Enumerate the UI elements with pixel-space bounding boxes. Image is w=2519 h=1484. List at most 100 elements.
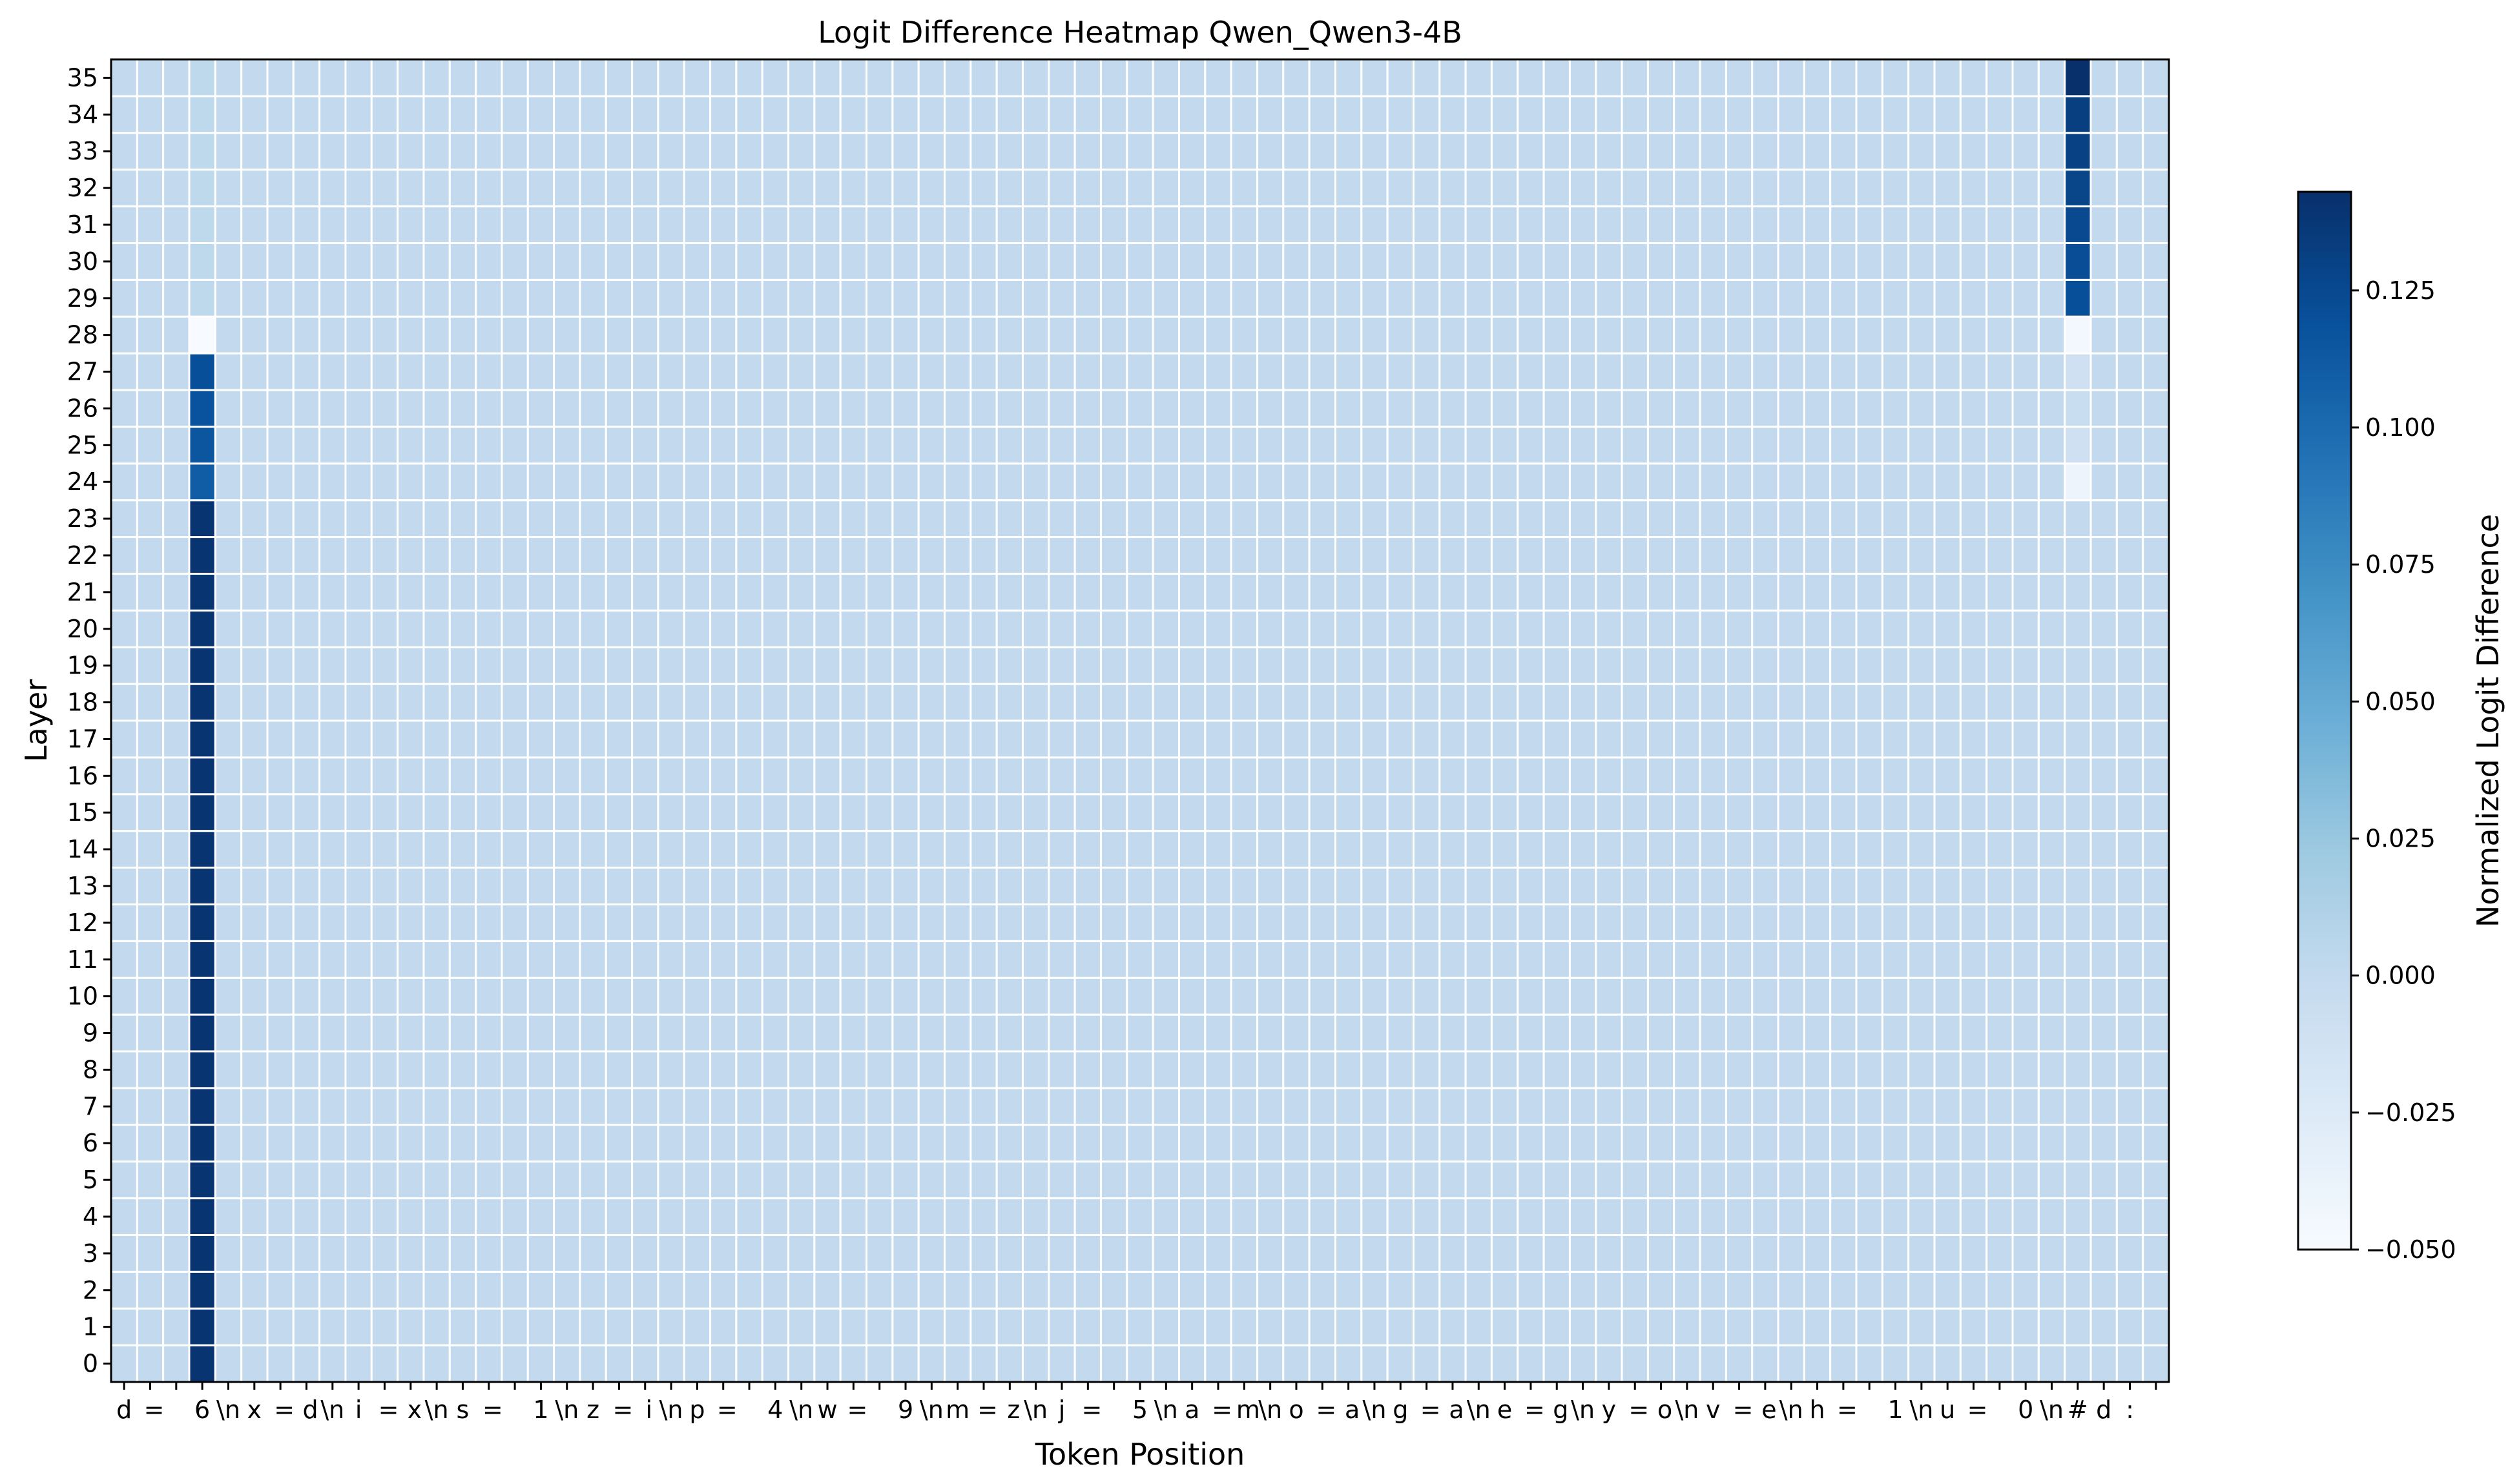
- heatmap-cell: [1256, 1307, 1285, 1346]
- heatmap-cell: [1412, 169, 1441, 208]
- heatmap-cell: [1568, 58, 1597, 98]
- heatmap-cell: [1360, 1013, 1389, 1053]
- heatmap-cell: [110, 278, 138, 318]
- heatmap-cell: [813, 536, 842, 575]
- heatmap-cell: [631, 205, 659, 244]
- heatmap-cell: [683, 426, 712, 465]
- heatmap-cell: [1542, 278, 1571, 318]
- heatmap-cell: [1100, 572, 1128, 612]
- heatmap-cell: [1334, 1087, 1363, 1126]
- heatmap-cell: [579, 1197, 607, 1236]
- heatmap-cell: [501, 1124, 529, 1163]
- heatmap-cell: [370, 756, 399, 796]
- heatmap-cell: [969, 536, 998, 575]
- heatmap-cell: [214, 58, 243, 98]
- y-tick-label: 24: [67, 468, 98, 496]
- heatmap-cell: [866, 352, 894, 391]
- heatmap-cell: [1360, 426, 1389, 465]
- heatmap-cell: [866, 719, 894, 759]
- heatmap-cell: [1933, 169, 1962, 208]
- heatmap-cell: [2037, 242, 2066, 281]
- heatmap-cell: [2011, 646, 2040, 685]
- heatmap-cell: [526, 572, 555, 612]
- heatmap-cell: [1907, 389, 1936, 428]
- heatmap-cell: [1829, 1124, 1858, 1163]
- heatmap-cell: [683, 462, 712, 502]
- heatmap-cell: [1464, 1233, 1493, 1273]
- heatmap-cell: [1256, 572, 1285, 612]
- heatmap-cell: [266, 169, 295, 208]
- heatmap-cell: [1959, 315, 1988, 355]
- heatmap-cell: [1959, 903, 1988, 942]
- heatmap-cell: [2064, 426, 2092, 465]
- heatmap-cell: [1204, 58, 1232, 98]
- heatmap-cell: [136, 95, 165, 134]
- heatmap-cell: [1751, 58, 1779, 98]
- heatmap-cell: [1777, 389, 1805, 428]
- heatmap-cell: [1542, 95, 1571, 134]
- heatmap-cell: [787, 536, 816, 575]
- heatmap-cell: [1464, 278, 1493, 318]
- heatmap-cell: [1282, 426, 1311, 465]
- heatmap-cell: [162, 1233, 191, 1273]
- heatmap-cell: [110, 242, 138, 281]
- heatmap-cell: [631, 1270, 659, 1310]
- heatmap-cell: [1177, 1197, 1207, 1236]
- heatmap-cell: [370, 462, 399, 502]
- heatmap-cell: [1568, 1344, 1597, 1383]
- heatmap-cell: [1933, 830, 1962, 869]
- heatmap-cell: [1022, 867, 1050, 905]
- heatmap-cell: [1438, 426, 1467, 465]
- heatmap-cell: [1725, 1270, 1754, 1310]
- heatmap-cell: [266, 646, 295, 685]
- heatmap-cell: [917, 536, 946, 575]
- heatmap-cell: [917, 1050, 946, 1089]
- heatmap-cell: [1256, 278, 1285, 318]
- y-tick-label: 6: [83, 1129, 98, 1157]
- heatmap-cell: [1230, 1087, 1258, 1126]
- heatmap-cell: [318, 1087, 347, 1126]
- heatmap-cell: [1959, 940, 1988, 979]
- heatmap-cell: [1881, 1270, 1910, 1310]
- heatmap-cell: [1517, 315, 1545, 355]
- heatmap-cell: [1542, 572, 1571, 612]
- heatmap-cell: [370, 315, 399, 355]
- x-tick-label: j: [1058, 1396, 1066, 1424]
- heatmap-cell: [2115, 169, 2144, 208]
- heatmap-cell: [1464, 499, 1493, 539]
- heatmap-cell: [397, 719, 425, 759]
- heatmap-cell: [162, 903, 191, 942]
- heatmap-cell: [188, 1050, 216, 1089]
- heatmap-cell: [1230, 499, 1258, 539]
- heatmap-cell: [266, 242, 295, 281]
- heatmap-cell: [1308, 756, 1336, 796]
- heatmap-cell: [526, 132, 555, 171]
- heatmap-cell: [891, 572, 920, 612]
- heatmap-cell: [1438, 940, 1467, 979]
- heatmap-cell: [1412, 976, 1441, 1016]
- heatmap-cell: [1022, 499, 1050, 539]
- heatmap-cells: [110, 58, 2170, 1383]
- heatmap-cell: [214, 132, 243, 171]
- x-tick-label: 9: [898, 1396, 913, 1424]
- heatmap-cell: [1152, 867, 1180, 905]
- heatmap-cell: [1621, 756, 1649, 796]
- heatmap-cell: [2115, 242, 2144, 281]
- heatmap-cell: [657, 205, 685, 244]
- heatmap-cell: [1985, 95, 2014, 134]
- heatmap-cell: [1959, 95, 1988, 134]
- heatmap-cell: [110, 1344, 138, 1383]
- heatmap-cell: [2142, 976, 2170, 1016]
- heatmap-cell: [553, 1050, 581, 1089]
- heatmap-cell: [1568, 1013, 1597, 1053]
- heatmap-cell: [1177, 462, 1207, 502]
- heatmap-cell: [1777, 1233, 1805, 1273]
- colorbar-label: Normalized Logit Difference: [2471, 514, 2505, 927]
- heatmap-cell: [1829, 756, 1858, 796]
- heatmap-cell: [1673, 1013, 1701, 1053]
- heatmap-cell: [1855, 867, 1883, 905]
- heatmap-cell: [1334, 609, 1363, 648]
- heatmap-cell: [370, 940, 399, 979]
- heatmap-cell: [292, 352, 321, 391]
- heatmap-cell: [1985, 793, 2014, 832]
